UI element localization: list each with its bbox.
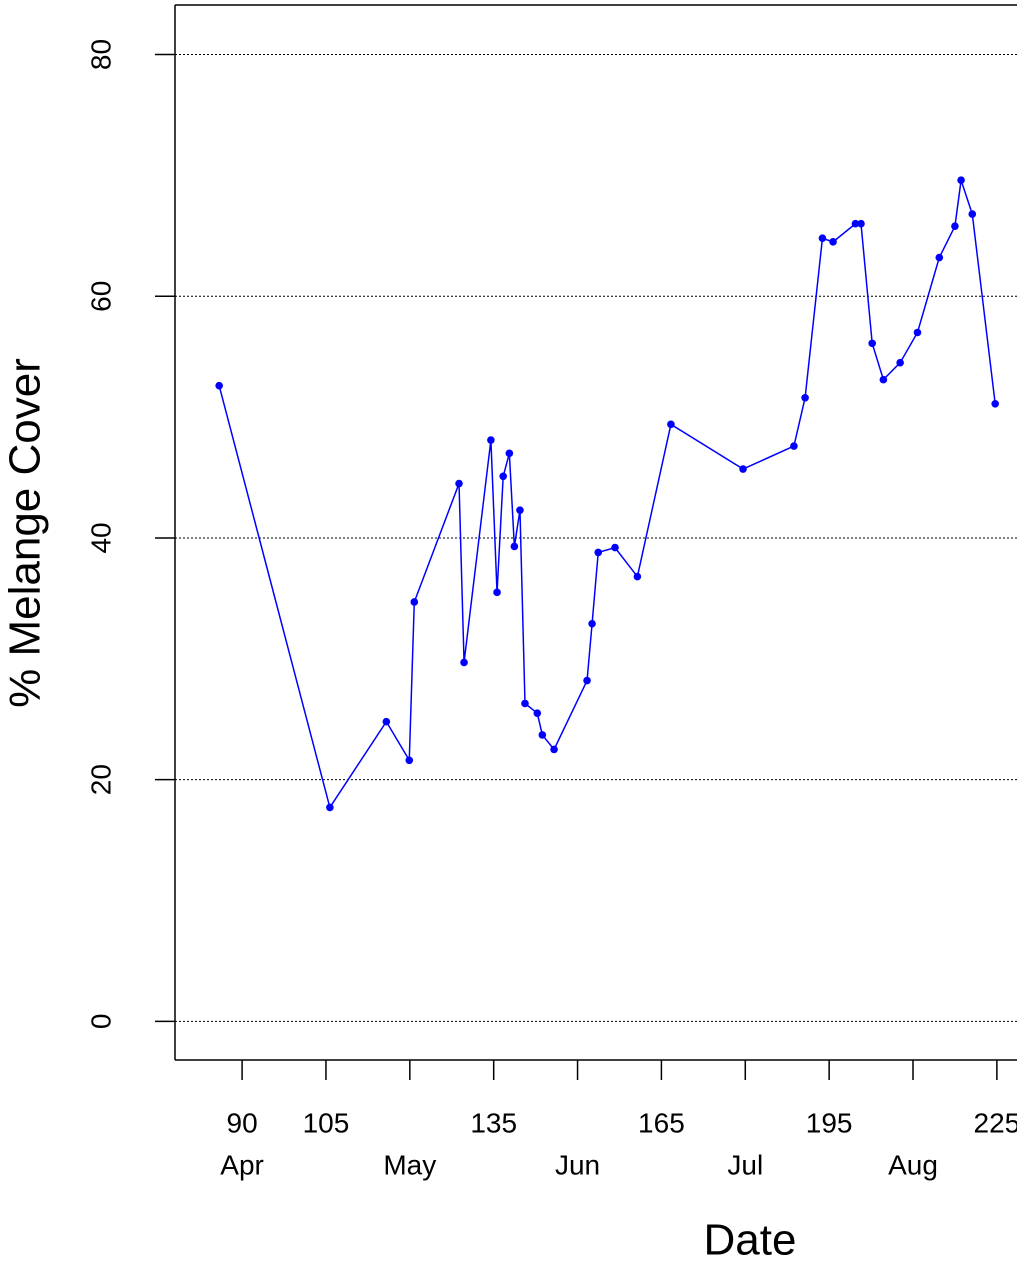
x-tick-label: 90 — [227, 1107, 258, 1138]
data-point — [968, 210, 977, 218]
x-tick-label: 165 — [638, 1107, 685, 1138]
data-point — [521, 699, 529, 708]
x-tick-label: 105 — [303, 1107, 350, 1138]
data-point — [326, 803, 334, 812]
data-point — [550, 745, 558, 754]
data-point — [594, 548, 603, 557]
data-point — [879, 375, 888, 384]
data-point — [516, 506, 524, 514]
data-point — [588, 619, 596, 628]
y-tick-label: 20 — [85, 764, 116, 795]
data-point — [583, 676, 591, 685]
y-tick-label: 0 — [85, 1014, 116, 1030]
data-point — [405, 756, 414, 765]
y-axis-title: % Melange Cover — [1, 358, 50, 708]
data-point — [510, 542, 519, 551]
data-point — [493, 588, 501, 597]
x-tick-label: 225 — [974, 1107, 1017, 1138]
data-point — [868, 339, 876, 348]
data-point — [538, 731, 547, 739]
data-point — [951, 222, 959, 230]
data-point — [739, 465, 747, 473]
data-point — [896, 358, 904, 367]
data-point — [790, 442, 798, 450]
x-tick-month: May — [383, 1149, 436, 1180]
data-point — [611, 543, 619, 552]
data-point — [957, 176, 965, 185]
data-point — [857, 219, 865, 228]
x-tick-month: Apr — [220, 1149, 264, 1180]
data-point — [499, 472, 507, 481]
data-point — [460, 658, 468, 667]
x-tick-month: Jun — [555, 1149, 600, 1180]
data-point — [667, 420, 675, 429]
data-point — [382, 717, 391, 726]
data-point — [818, 234, 827, 243]
data-point — [801, 393, 809, 402]
data-point — [410, 598, 419, 606]
data-point — [851, 219, 860, 228]
x-tick-month: Jul — [727, 1149, 763, 1180]
data-point — [633, 572, 642, 581]
x-tick-label: 135 — [470, 1107, 517, 1138]
data-point — [505, 449, 514, 458]
data-point — [533, 709, 542, 717]
x-tick-month: Aug — [888, 1149, 938, 1180]
data-point — [829, 238, 837, 246]
x-axis-title: Date — [704, 1216, 797, 1265]
data-point — [991, 399, 999, 408]
data-point — [455, 479, 463, 488]
y-tick-label: 40 — [85, 522, 116, 553]
y-tick-label: 80 — [85, 39, 116, 70]
y-tick-label: 60 — [85, 281, 116, 312]
data-point — [215, 381, 223, 390]
data-point — [935, 253, 944, 262]
data-line — [218, 179, 996, 810]
x-tick-label: 195 — [806, 1107, 853, 1138]
data-point — [487, 436, 495, 444]
data-point — [913, 328, 922, 337]
